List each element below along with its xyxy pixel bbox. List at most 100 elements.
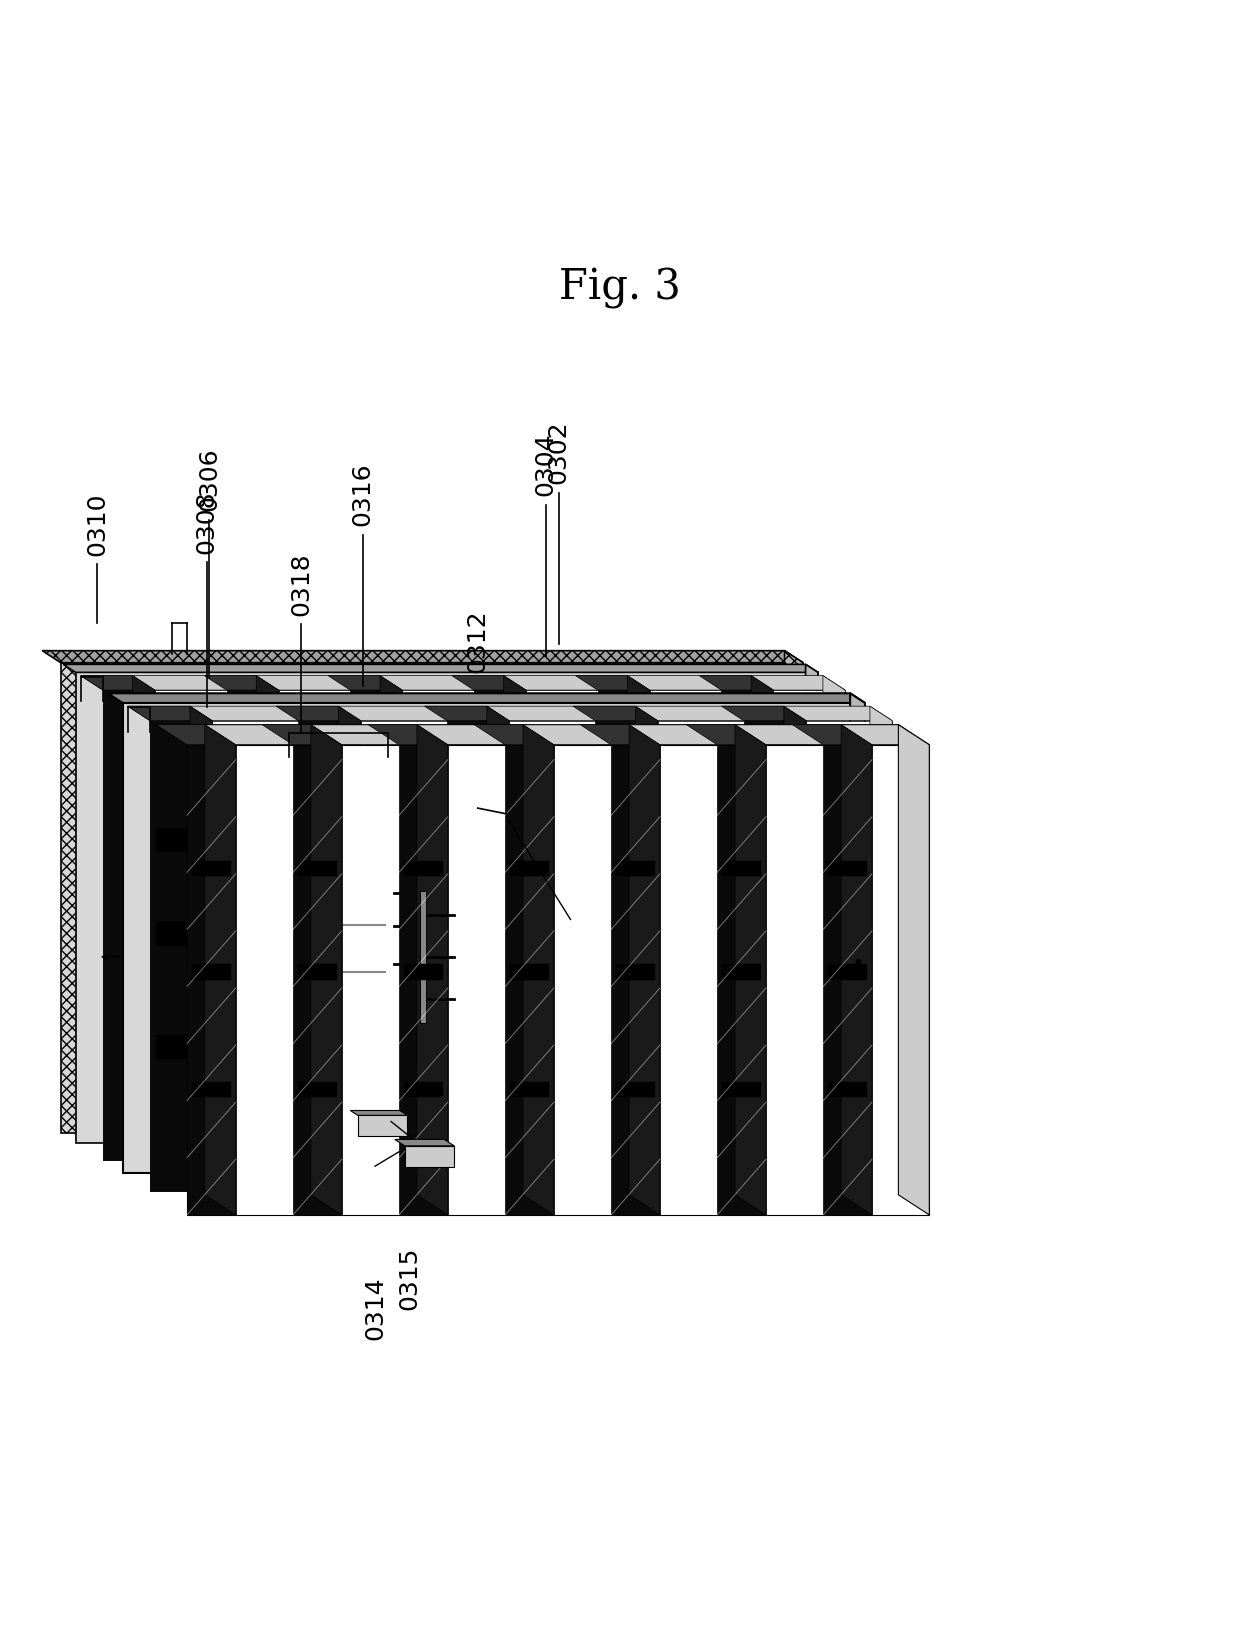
Polygon shape <box>417 724 448 1214</box>
Polygon shape <box>190 706 212 1192</box>
Polygon shape <box>595 721 657 1192</box>
Polygon shape <box>792 724 872 746</box>
Polygon shape <box>601 829 651 852</box>
Polygon shape <box>42 651 804 664</box>
Polygon shape <box>63 665 818 674</box>
Polygon shape <box>192 964 231 980</box>
Polygon shape <box>575 677 650 690</box>
Polygon shape <box>744 721 806 1192</box>
Polygon shape <box>192 860 231 877</box>
Polygon shape <box>76 674 818 1142</box>
Polygon shape <box>722 860 761 877</box>
Polygon shape <box>192 1082 231 1098</box>
Polygon shape <box>750 829 800 852</box>
Polygon shape <box>227 690 279 1160</box>
Polygon shape <box>735 724 766 1214</box>
Text: 0304: 0304 <box>533 433 558 497</box>
Polygon shape <box>750 923 800 947</box>
Polygon shape <box>627 677 650 1160</box>
Polygon shape <box>379 677 402 1160</box>
Polygon shape <box>898 724 929 1214</box>
Polygon shape <box>368 724 448 746</box>
Polygon shape <box>841 724 872 1214</box>
Polygon shape <box>150 721 212 1192</box>
Polygon shape <box>61 664 804 1133</box>
Polygon shape <box>329 677 402 690</box>
Polygon shape <box>419 892 425 1023</box>
Polygon shape <box>453 923 503 947</box>
Polygon shape <box>404 1146 454 1167</box>
Polygon shape <box>601 923 651 947</box>
Polygon shape <box>123 703 866 1174</box>
Text: Fig. 3: Fig. 3 <box>559 267 681 308</box>
Polygon shape <box>128 706 893 721</box>
Polygon shape <box>299 721 361 1192</box>
Polygon shape <box>828 1082 867 1098</box>
Polygon shape <box>350 690 402 1160</box>
Polygon shape <box>404 860 443 877</box>
Polygon shape <box>156 724 236 746</box>
Polygon shape <box>750 1036 800 1059</box>
Polygon shape <box>257 677 279 1160</box>
Polygon shape <box>394 1139 454 1146</box>
Polygon shape <box>446 721 510 1192</box>
Polygon shape <box>453 1036 503 1059</box>
Polygon shape <box>81 677 846 690</box>
Polygon shape <box>751 677 774 1160</box>
Polygon shape <box>505 746 554 1214</box>
Polygon shape <box>103 690 155 1160</box>
Polygon shape <box>717 746 766 1214</box>
Polygon shape <box>870 706 893 1192</box>
Polygon shape <box>357 1116 407 1137</box>
Polygon shape <box>387 870 393 988</box>
Polygon shape <box>598 690 650 1160</box>
Polygon shape <box>156 923 206 947</box>
Polygon shape <box>699 677 774 690</box>
Text: 0308: 0308 <box>195 490 218 554</box>
Polygon shape <box>108 693 866 703</box>
Polygon shape <box>722 964 761 980</box>
Polygon shape <box>722 1082 761 1098</box>
Polygon shape <box>474 690 526 1160</box>
Polygon shape <box>487 706 510 1192</box>
Polygon shape <box>298 860 337 877</box>
Polygon shape <box>305 923 355 947</box>
Text: 0306: 0306 <box>197 447 221 510</box>
Text: 0314: 0314 <box>363 1275 387 1339</box>
Polygon shape <box>722 690 774 1160</box>
Polygon shape <box>305 829 355 852</box>
Polygon shape <box>453 829 503 852</box>
Polygon shape <box>156 829 206 852</box>
Polygon shape <box>350 1111 407 1116</box>
Polygon shape <box>616 860 655 877</box>
Polygon shape <box>616 1082 655 1098</box>
Polygon shape <box>128 706 212 721</box>
Polygon shape <box>635 706 657 1192</box>
Polygon shape <box>424 706 510 721</box>
Text: 0312: 0312 <box>466 610 490 672</box>
Polygon shape <box>205 677 279 690</box>
Text: 0316: 0316 <box>351 462 374 526</box>
Polygon shape <box>611 746 660 1214</box>
Polygon shape <box>399 746 448 1214</box>
Polygon shape <box>510 860 549 877</box>
Text: 0318: 0318 <box>289 552 314 616</box>
Polygon shape <box>686 724 766 746</box>
Polygon shape <box>629 724 660 1214</box>
Polygon shape <box>851 693 866 1174</box>
Polygon shape <box>311 724 342 1214</box>
Polygon shape <box>404 1082 443 1098</box>
Polygon shape <box>187 746 236 1214</box>
Polygon shape <box>339 706 361 1192</box>
Polygon shape <box>580 724 660 746</box>
Polygon shape <box>510 1082 549 1098</box>
Polygon shape <box>601 1036 651 1059</box>
Text: 0310: 0310 <box>86 492 109 556</box>
Text: 0302: 0302 <box>547 421 570 484</box>
Polygon shape <box>305 1036 355 1059</box>
Polygon shape <box>823 677 846 1160</box>
Polygon shape <box>298 964 337 980</box>
Polygon shape <box>133 677 155 1160</box>
Polygon shape <box>806 665 818 1142</box>
Polygon shape <box>503 677 526 1160</box>
